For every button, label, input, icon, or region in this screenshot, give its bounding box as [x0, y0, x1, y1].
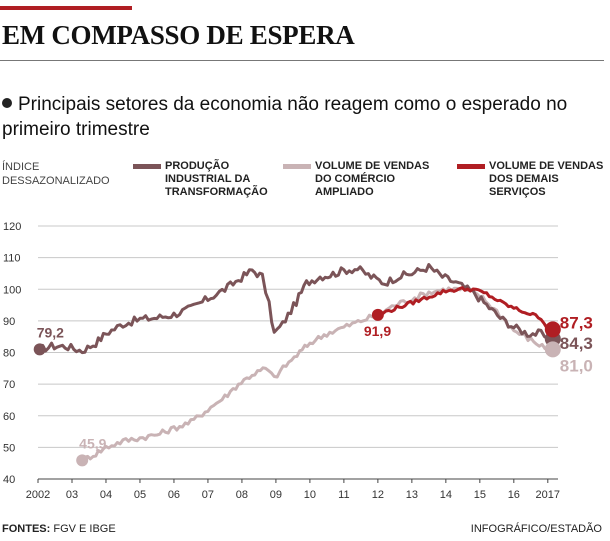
series-end-label-industria: 84,3	[560, 334, 593, 353]
footer-sources-label: FONTES:	[2, 523, 51, 535]
footer-credit: INFOGRÁFICO/ESTADÃO	[470, 523, 602, 535]
y-tick-label: 90	[3, 316, 15, 328]
series-line-servicos	[377, 286, 550, 331]
x-tick-label: 04	[100, 489, 112, 501]
x-tick-label: 15	[474, 489, 486, 501]
x-tick-label: 05	[134, 489, 146, 501]
x-tick-label: 07	[202, 489, 214, 501]
series-end-label-servicos: 87,3	[560, 313, 593, 332]
x-tick-label: 09	[270, 489, 282, 501]
x-tick-label: 12	[372, 489, 384, 501]
series-start-dot-industria	[33, 343, 46, 356]
footer-sources-value: FGV E IBGE	[53, 523, 116, 535]
legend-item-comercio: VOLUME DE VENDAS DO COMÉRCIO AMPLIADO	[283, 160, 433, 199]
x-tick-label: 11	[338, 489, 349, 501]
page-title: EM COMPASSO DE ESPERA	[2, 20, 355, 50]
y-tick-label: 100	[3, 284, 21, 296]
y-tick-label: 110	[3, 253, 21, 265]
x-tick-label: 06	[168, 489, 180, 501]
series-end-dot-comercio	[544, 341, 561, 358]
series-line-industria	[38, 263, 549, 355]
series-start-label-industria: 79,2	[37, 324, 64, 340]
legend-label-comercio: VOLUME DE VENDAS DO COMÉRCIO AMPLIADO	[315, 160, 430, 198]
series-start-dot-comercio	[76, 454, 89, 467]
y-tick-label: 60	[3, 411, 15, 423]
legend-swatch-servicos	[457, 164, 485, 169]
x-tick-label: 2017	[536, 489, 560, 501]
series-line-comercio	[81, 285, 549, 462]
series-end-dot-servicos	[544, 321, 561, 338]
x-tick-label: 16	[508, 489, 520, 501]
y-tick-label: 70	[3, 379, 15, 391]
chart-subtitle: Principais setores da economia não reage…	[2, 92, 592, 142]
y-tick-label: 40	[3, 474, 15, 486]
series-start-dot-servicos	[371, 308, 384, 321]
x-tick-label: 14	[440, 489, 452, 501]
series-start-label-comercio: 45,9	[79, 435, 106, 451]
brand-accent-bar	[0, 6, 132, 10]
title-divider	[0, 60, 604, 61]
x-tick-label: 10	[304, 489, 316, 501]
x-tick-label: 03	[66, 489, 78, 501]
y-axis-header: ÍNDICE DESSAZONALIZADO	[2, 161, 110, 187]
series-start-label-servicos: 91,9	[364, 323, 391, 339]
legend-label-servicos: VOLUME DE VENDAS DOS DEMAIS SERVIÇOS	[489, 160, 604, 198]
y-tick-label: 80	[3, 348, 15, 360]
legend-label-industria: PRODUÇÃO INDUSTRIAL DA TRANSFORMAÇÃO	[165, 160, 268, 198]
legend-item-industria: PRODUÇÃO INDUSTRIAL DA TRANSFORMAÇÃO	[133, 160, 283, 199]
legend-swatch-comercio	[283, 164, 311, 169]
chart-subtitle-text: Principais setores da economia não reage…	[2, 94, 568, 140]
y-tick-label: 50	[3, 442, 15, 454]
legend-item-servicos: VOLUME DE VENDAS DOS DEMAIS SERVIÇOS	[457, 160, 607, 199]
bullet-icon	[2, 98, 12, 108]
x-tick-label: 2002	[26, 489, 50, 501]
legend-swatch-industria	[133, 164, 161, 169]
x-tick-label: 08	[236, 489, 248, 501]
footer-sources: FONTES: FGV E IBGE	[2, 523, 116, 535]
y-tick-label: 120	[3, 221, 21, 233]
x-tick-label: 13	[406, 489, 418, 501]
series-end-label-comercio: 81,0	[560, 356, 593, 375]
